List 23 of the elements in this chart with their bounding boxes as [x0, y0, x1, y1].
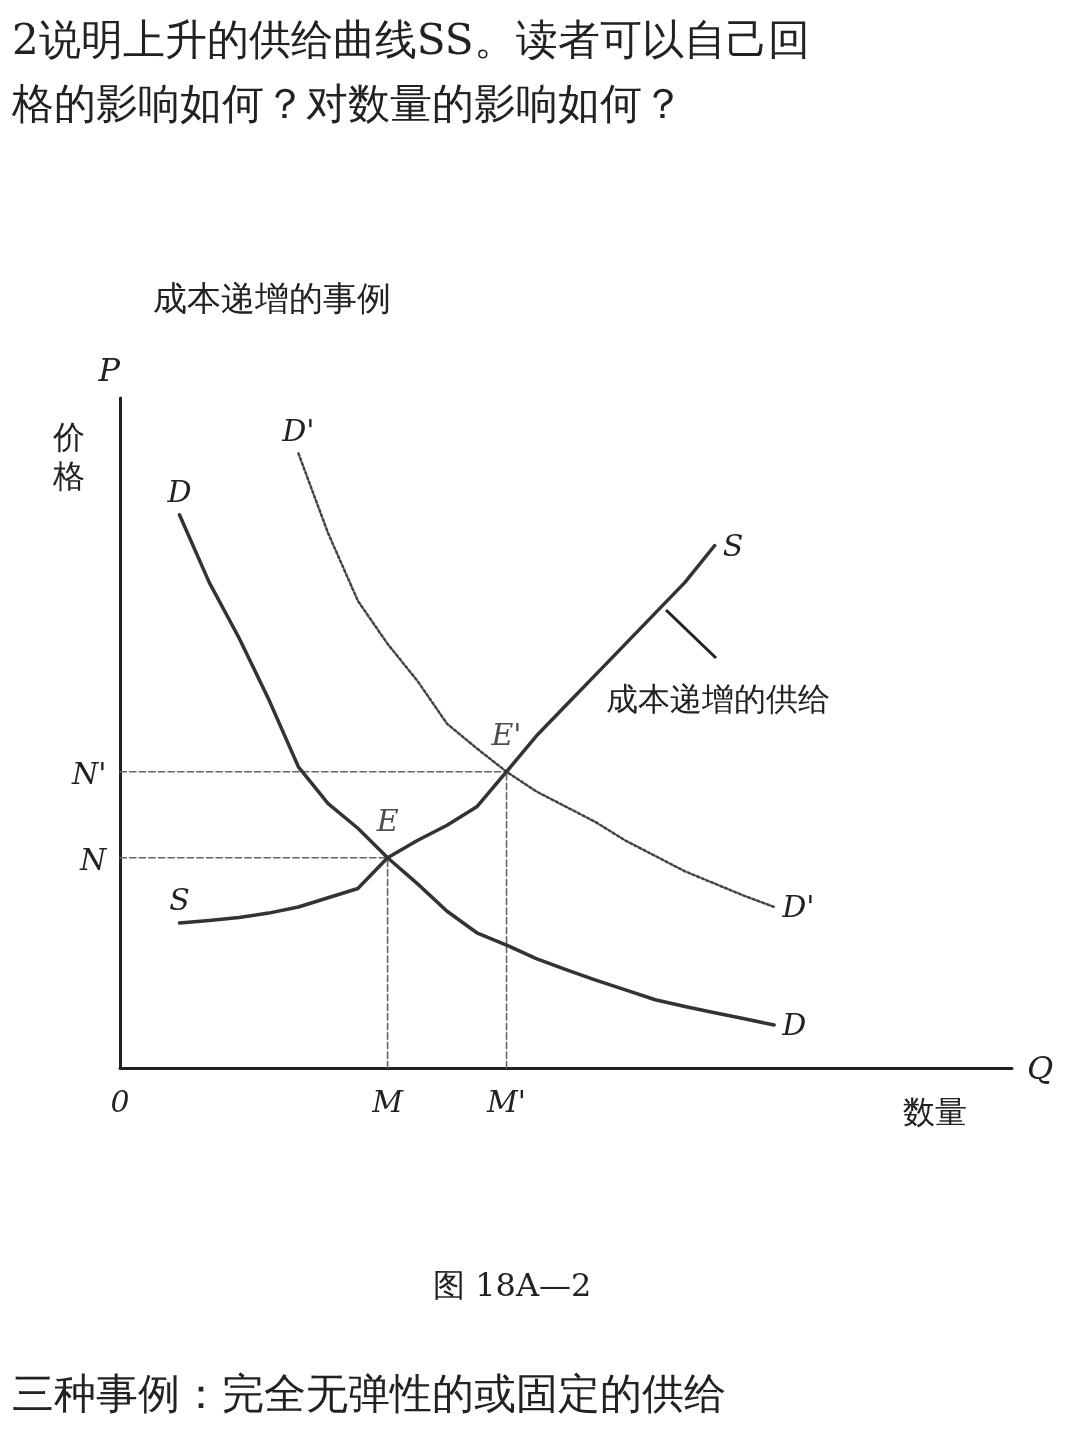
text: S: [722, 528, 744, 564]
x-tick-label: M': [486, 1083, 527, 1119]
text: N': [71, 755, 107, 791]
x-tick-label: M: [371, 1083, 405, 1119]
x-tick-label: 0: [110, 1083, 130, 1119]
text: D: [167, 474, 192, 510]
annotation: 成本递增的供给: [606, 680, 830, 719]
y-axis-title: P: [97, 351, 121, 389]
x-axis-title: Q: [1027, 1049, 1054, 1087]
text: 三种事例：完全无弹性的或固定的供给: [12, 1368, 726, 1418]
chart-title: 成本递增的事例: [153, 278, 391, 318]
text: N: [79, 841, 108, 877]
text: 2说明上升的供给曲线SS。读者可以自己回: [12, 14, 810, 64]
text: 价格: [52, 418, 85, 495]
text: 数量: [903, 1093, 967, 1132]
annotation: E': [490, 717, 522, 753]
text: D': [282, 412, 315, 448]
caption: 图 18A—2: [433, 1266, 592, 1305]
series-label: D': [781, 889, 815, 925]
text: 格的影响如何？对数量的影响如何？: [11, 78, 684, 128]
series-label: D: [781, 1007, 807, 1043]
series-label: S: [169, 882, 190, 918]
annotation: E: [375, 803, 399, 839]
